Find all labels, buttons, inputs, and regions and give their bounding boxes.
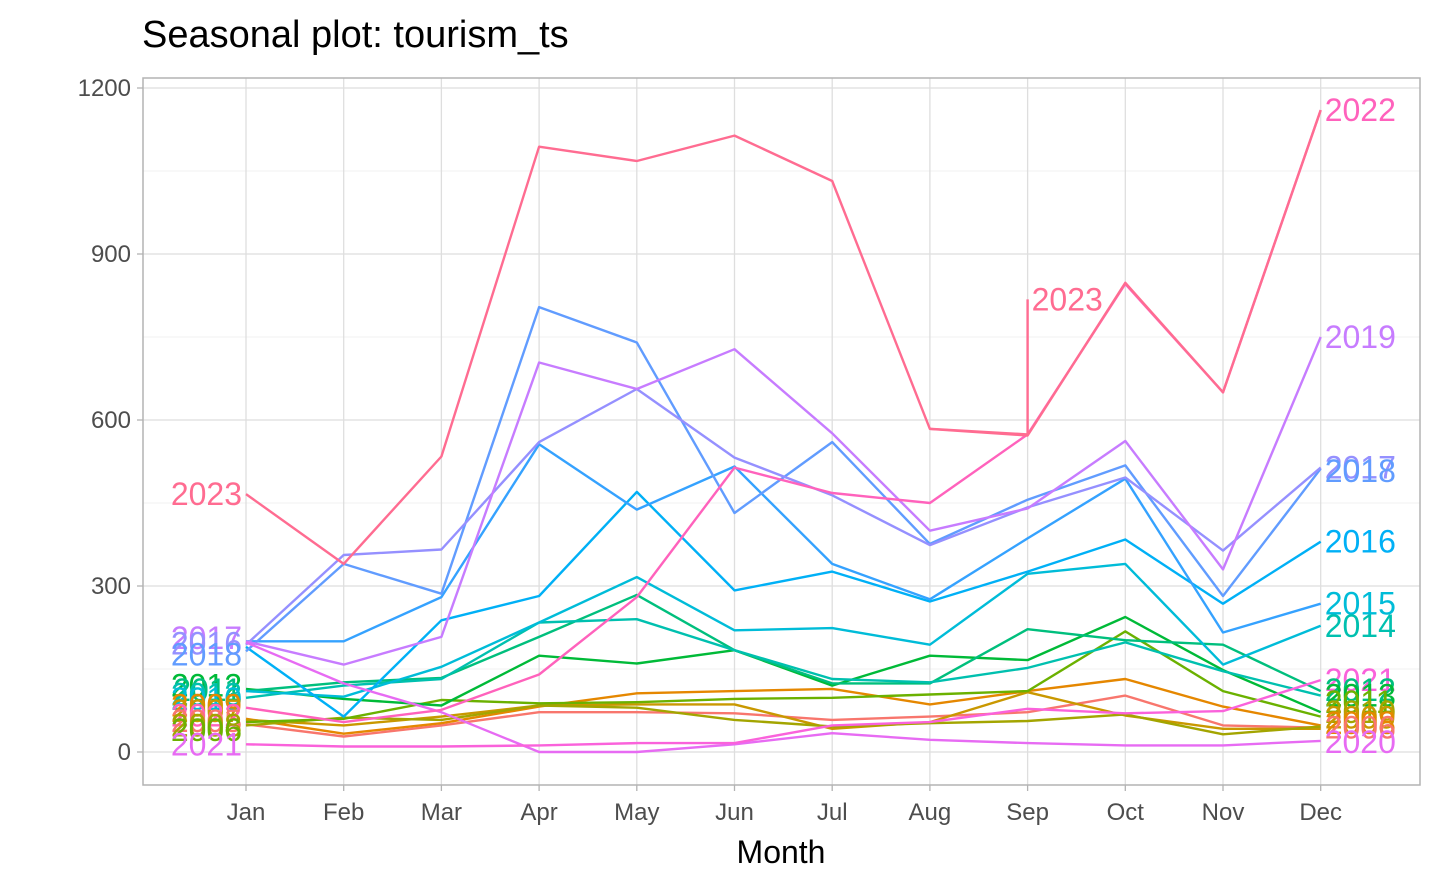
x-tick-label: Feb: [323, 799, 364, 826]
start-year-label: 2017: [171, 620, 242, 656]
x-tick-label: Aug: [909, 799, 952, 826]
y-tick-label: 0: [118, 739, 131, 766]
start-year-label: 2006: [171, 712, 242, 748]
x-tick-label: May: [614, 799, 659, 826]
end-year-label: 2008: [1325, 705, 1396, 741]
series-line-2014: [245, 490, 1322, 718]
x-tick-label: Nov: [1202, 799, 1245, 826]
series-line-2019: [245, 641, 1321, 754]
x-tick-label: Mar: [421, 799, 462, 826]
series-line-2015: [246, 443, 1322, 643]
x-tick-label: Jun: [715, 799, 754, 826]
x-tick-label: Dec: [1299, 799, 1342, 826]
end-year-label: 2011: [1325, 684, 1394, 720]
y-tick-label: 300: [91, 573, 131, 600]
end-year-label: 2019: [1325, 319, 1396, 355]
start-year-label: 2016: [171, 626, 242, 662]
end-year-label: 2014: [1325, 608, 1396, 644]
series-line-2006: [245, 677, 1321, 735]
x-tick-label: Oct: [1107, 799, 1145, 826]
end-year-label: 2006: [1325, 710, 1396, 746]
start-year-label: 2011: [173, 672, 242, 708]
end-year-label: 2010: [1325, 694, 1396, 730]
end-year-label: 2015: [1325, 586, 1396, 622]
end-year-label: 2016: [1325, 524, 1396, 560]
series-line-2018: [245, 336, 1322, 666]
start-year-label: 2007: [171, 693, 242, 729]
start-year-label: 2013: [171, 676, 242, 712]
series-line-2017: [245, 387, 1322, 646]
series-line-2013: [245, 562, 1322, 698]
start-year-label: 2005: [171, 703, 242, 739]
series-line-2008: [245, 704, 1321, 736]
x-tick-label: Jul: [817, 799, 848, 826]
chart-title: Seasonal plot: tourism_ts: [142, 14, 569, 56]
series-line-2020: [245, 678, 1322, 748]
end-year-label: 2017: [1325, 450, 1396, 486]
y-tick-label: 900: [91, 241, 131, 268]
y-tick-label: 1200: [78, 75, 131, 102]
series-line-2012: [245, 618, 1321, 699]
start-year-label: 2021: [171, 726, 242, 762]
end-year-label: 2022: [1325, 92, 1396, 128]
series-line-2022: [245, 109, 1322, 566]
series-line-2023-tail: [929, 299, 1029, 436]
x-tick-label: Sep: [1006, 799, 1049, 826]
axis-layer: 0 300 600 900 1200 Jan Feb Mar Apr May Jun Jul Aug Se…: [78, 75, 1342, 826]
x-tick-label: Jan: [227, 799, 266, 826]
end-year-label: 2021: [1325, 662, 1396, 698]
end-year-label: 2020: [1325, 724, 1396, 760]
x-axis-title: Month: [737, 834, 826, 870]
labels-layer: 2023201720162018201220112013201020092007…: [171, 92, 1396, 762]
end-year-label: 2018: [1325, 453, 1396, 489]
end-year-label: 2009: [1325, 700, 1396, 736]
y-tick-label: 600: [91, 407, 131, 434]
start-year-label: 2010: [171, 681, 242, 717]
start-year-label: 2018: [171, 637, 242, 673]
start-year-label: 2012: [171, 668, 242, 704]
start-year-label: 2023: [171, 476, 242, 512]
end-year-label: 2023: [1032, 281, 1103, 317]
plot-border: [142, 77, 1421, 786]
grid-layer: [143, 78, 1420, 785]
series-line-2011: [245, 593, 1322, 693]
end-year-label: 2012: [1325, 672, 1396, 708]
end-year-label: 2013: [1325, 678, 1396, 714]
start-year-label: 2022: [171, 697, 242, 733]
series-layer: [245, 109, 1322, 754]
start-year-label: 2008: [171, 707, 242, 743]
x-tick-label: Apr: [520, 799, 557, 826]
start-year-label: 2009: [171, 688, 242, 724]
